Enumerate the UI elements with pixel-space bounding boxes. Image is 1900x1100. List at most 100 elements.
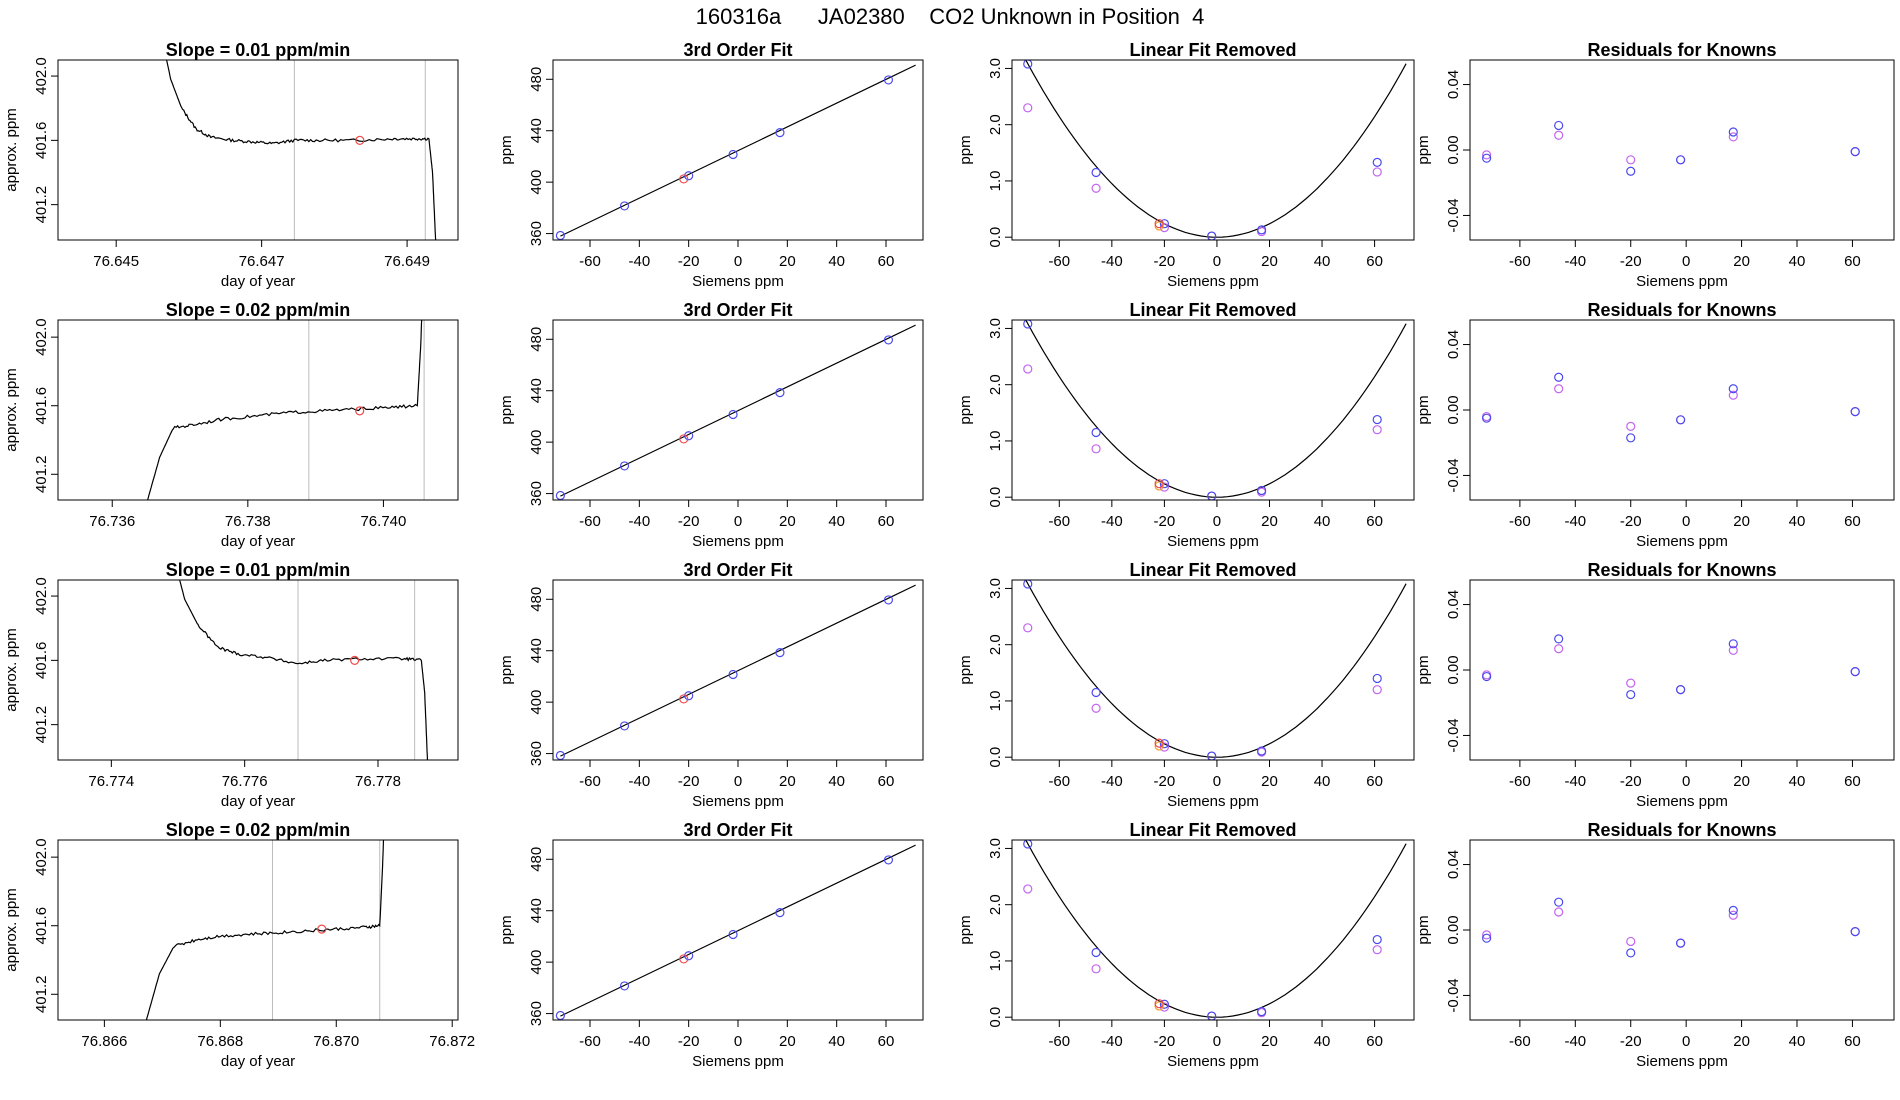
known-point (1091, 167, 1101, 178)
known-point-alt (1023, 103, 1033, 113)
y-axis-label: ppm (957, 135, 974, 164)
residual-curve (1025, 840, 1407, 1018)
known-point (775, 648, 785, 658)
known-point (1159, 999, 1169, 1009)
chart-panel-linear: Linear Fit Removed -60 -40 -20 0 20 40 60 0.0 1.0… (957, 560, 1415, 810)
chart-panel-time: Slope = 0.02 ppm/min 76.736 76.738 76.740 40… (3, 300, 459, 550)
known-point (883, 855, 894, 865)
chart-panel-resid: Residuals for Knowns -60 -40 -20 0 20 40 60 -0.0… (1415, 820, 1895, 1070)
known-point-alt (1091, 703, 1101, 713)
chart-title: Residuals for Knowns (1587, 300, 1776, 320)
known-point (1159, 479, 1169, 489)
unknown-point (1154, 479, 1164, 489)
known-point (1023, 60, 1033, 69)
x-tick-label: 40 (1789, 513, 1806, 530)
plot-frame (57, 59, 459, 241)
unknown-average-point (317, 924, 327, 934)
chart-title: Residuals for Knowns (1587, 40, 1776, 60)
y-tick-label: 3.0 (987, 318, 1004, 339)
y-tick-label: 402.0 (33, 577, 50, 615)
x-tick-label: -40 (628, 253, 650, 270)
x-tick-label: 60 (1844, 773, 1861, 790)
known-point (1257, 1006, 1267, 1017)
y-tick-label: 360 (528, 1001, 545, 1026)
known-point (1023, 840, 1033, 849)
y-tick-label: 3.0 (987, 838, 1004, 859)
x-tick-label: 40 (828, 1033, 845, 1050)
plot-area (1023, 580, 1407, 760)
known-point-alt (1482, 930, 1492, 940)
known-point (1554, 897, 1564, 907)
x-axis-label: day of year (221, 793, 295, 810)
known-point (684, 431, 694, 441)
y-axis-label: ppm (1415, 135, 1432, 164)
x-tick-label: -20 (678, 1033, 700, 1050)
known-point-alt (1023, 623, 1033, 633)
y-tick-label: 401.6 (33, 122, 50, 160)
x-axis-label: Siemens ppm (1167, 793, 1259, 810)
chart-panel-linear: Linear Fit Removed -60 -40 -20 0 20 40 60 0.0 1.0… (957, 820, 1415, 1070)
known-point (1482, 153, 1492, 163)
concentration-trace (145, 840, 385, 1020)
y-axis-label: approx. ppm (3, 888, 20, 971)
known-point-alt (1728, 645, 1738, 655)
x-tick-label: 0 (1213, 253, 1221, 270)
x-axis-label: Siemens ppm (1167, 533, 1259, 550)
x-tick-label: -60 (1509, 513, 1531, 530)
y-axis-label: ppm (1415, 655, 1432, 684)
plot-frame (57, 319, 459, 501)
x-tick-label: 20 (779, 253, 796, 270)
x-tick-label: -20 (678, 773, 700, 790)
x-tick-label: -40 (628, 1033, 650, 1050)
concentration-trace (146, 320, 423, 500)
known-point (684, 691, 694, 701)
y-axis-label: ppm (498, 655, 515, 684)
chart-title: Linear Fit Removed (1129, 300, 1296, 320)
y-axis-label: ppm (498, 395, 515, 424)
chart-panel-fit: 3rd Order Fit -60 -40 -20 0 20 40 60 360 400 440 48… (498, 820, 924, 1070)
known-point-alt (1023, 884, 1033, 894)
y-axis-label: ppm (1415, 395, 1432, 424)
x-tick-label: 76.738 (225, 513, 271, 530)
x-tick-label: 76.868 (197, 1033, 243, 1050)
known-point (1482, 933, 1492, 943)
y-tick-label: 401.6 (33, 642, 50, 680)
y-tick-label: 402.0 (33, 838, 50, 876)
y-tick-label: 400 (528, 950, 545, 975)
plot-frame (1011, 579, 1415, 761)
x-tick-label: 0 (734, 773, 742, 790)
x-tick-label: 76.740 (360, 513, 406, 530)
known-point-alt (1728, 132, 1738, 142)
unknown-point (1154, 999, 1164, 1009)
known-point (1159, 219, 1169, 229)
fit-line (560, 844, 916, 1017)
x-tick-label: -20 (1154, 253, 1176, 270)
x-tick-label: 60 (1366, 1033, 1383, 1050)
x-axis-label: Siemens ppm (1636, 1053, 1728, 1070)
known-point (1676, 415, 1686, 425)
plot-area (179, 580, 429, 760)
x-tick-label: 60 (878, 253, 895, 270)
y-tick-label: 0.0 (987, 487, 1004, 508)
known-point (1728, 127, 1738, 137)
known-point-alt (1554, 384, 1564, 394)
chart-panel-linear: Linear Fit Removed -60 -40 -20 0 20 40 60 0.0 1.0… (957, 40, 1415, 290)
y-tick-label: 2.0 (987, 894, 1004, 915)
known-point-alt (1091, 964, 1101, 974)
x-tick-label: 20 (1261, 513, 1278, 530)
x-tick-label: 76.872 (429, 1033, 475, 1050)
x-axis-label: Siemens ppm (1636, 793, 1728, 810)
x-tick-label: 76.866 (81, 1033, 127, 1050)
y-tick-label: 480 (528, 327, 545, 352)
x-tick-label: 40 (1789, 773, 1806, 790)
x-tick-label: -40 (1564, 253, 1586, 270)
residual-curve (1025, 60, 1407, 238)
x-tick-label: -40 (1101, 513, 1123, 530)
residual-curve (1025, 320, 1407, 498)
x-tick-label: -40 (628, 513, 650, 530)
y-tick-label: 402.0 (33, 318, 50, 356)
chart-panel-fit: 3rd Order Fit -60 -40 -20 0 20 40 60 360 400 440 48… (498, 560, 924, 810)
y-tick-label: -0.04 (1445, 198, 1462, 232)
known-point-alt (1372, 425, 1382, 435)
y-tick-label: 0.04 (1445, 850, 1462, 879)
